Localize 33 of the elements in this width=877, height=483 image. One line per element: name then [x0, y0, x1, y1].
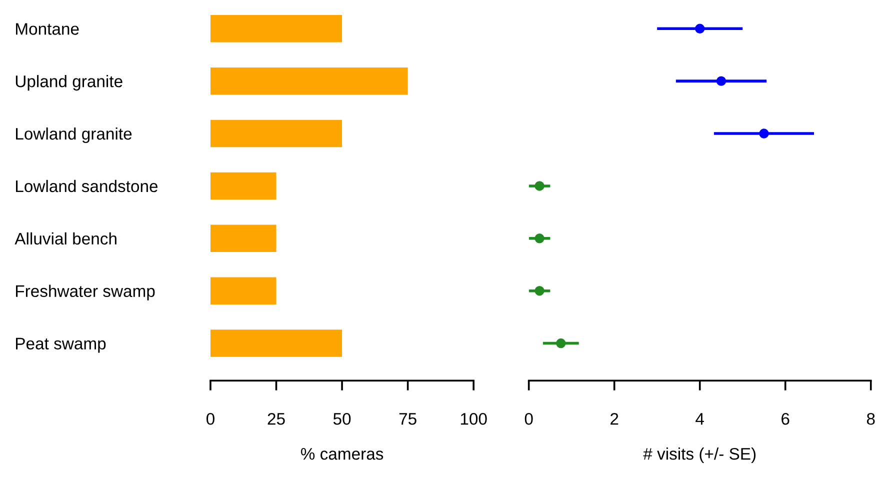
x-axis-title: # visits (+/- SE): [643, 448, 756, 464]
point: [534, 286, 544, 296]
point: [534, 234, 544, 244]
bar: [210, 330, 342, 357]
x-tick-label: 50: [333, 412, 351, 425]
bar: [210, 172, 276, 200]
point: [759, 128, 769, 138]
point: [694, 24, 705, 34]
bar: [210, 15, 342, 42]
x-tick-label: 0: [524, 412, 533, 425]
x-tick-label: 0: [206, 412, 214, 425]
x-tick-label: 6: [782, 412, 790, 425]
point: [556, 338, 566, 348]
y-tick-label: Peat swamp: [16, 338, 106, 353]
bar: [210, 67, 408, 95]
x-tick-label: 4: [696, 413, 704, 425]
point: [534, 181, 544, 191]
x-tick-label: 100: [460, 412, 487, 425]
point: [716, 76, 726, 86]
y-tick-label: Montane: [16, 23, 79, 35]
x-tick-label: 2: [610, 412, 618, 425]
x-tick-label: 75: [399, 413, 416, 425]
bar: [210, 277, 276, 304]
x-axis-title: % cameras: [300, 448, 384, 460]
y-tick-label: Lowland granite: [16, 127, 132, 144]
bar: [210, 120, 342, 148]
bar: [210, 224, 276, 252]
y-tick-label: Upland granite: [16, 75, 122, 91]
y-tick-label: Lowland sandstone: [16, 180, 158, 192]
y-tick-label: Freshwater swamp: [16, 284, 155, 300]
x-tick-label: 25: [268, 412, 285, 425]
y-tick-label: Alluvial bench: [14, 232, 116, 245]
x-tick-label: 8: [866, 412, 875, 425]
